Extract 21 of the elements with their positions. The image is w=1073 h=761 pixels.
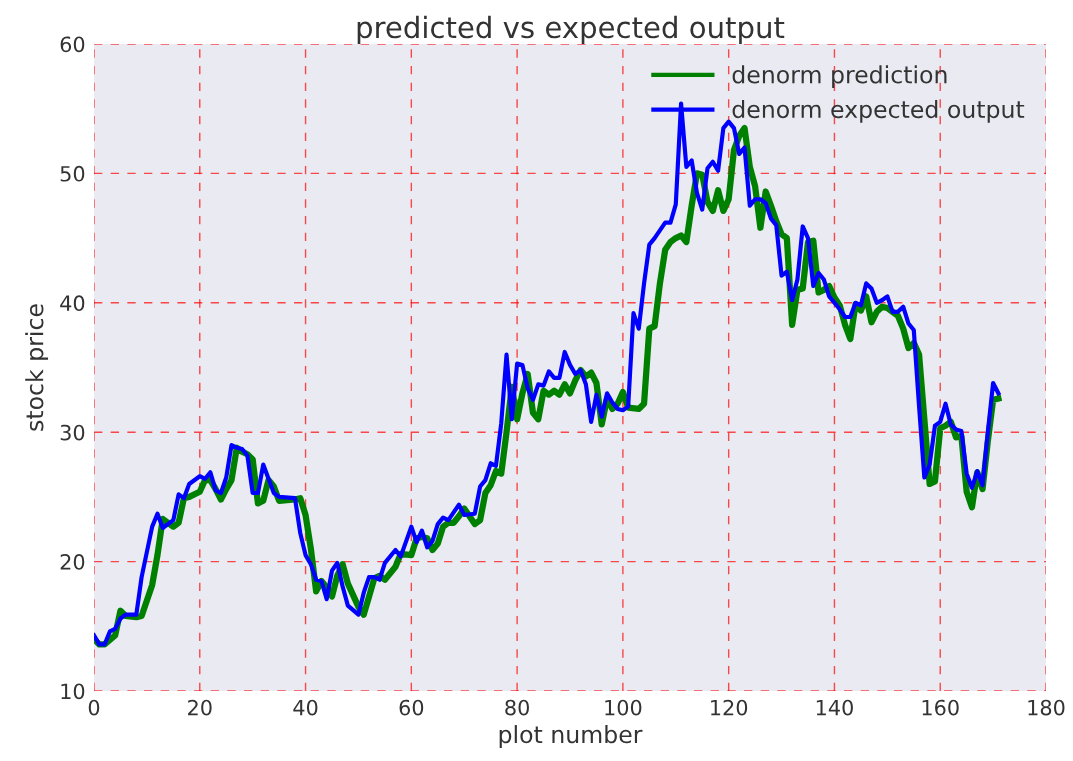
legend-label: denorm expected output — [732, 99, 1025, 123]
y-tick-label: 20 — [60, 554, 85, 570]
y-tick-label: 60 — [60, 36, 85, 53]
y-tick-label: 30 — [60, 424, 85, 441]
chart-title: predicted vs expected output — [357, 15, 785, 44]
x-tick-label: 60 — [399, 699, 424, 716]
x-tick-label: 80 — [505, 699, 529, 716]
x-tick-label: 40 — [293, 699, 318, 716]
x-axis-title: plot number — [499, 725, 643, 748]
x-tick-label: 0 — [88, 699, 100, 716]
x-tick-label: 160 — [922, 699, 959, 716]
y-tick-label: 40 — [60, 295, 85, 312]
y-tick-label: 50 — [60, 165, 85, 182]
legend-label: denorm prediction — [732, 65, 947, 89]
y-axis-title: stock price — [25, 304, 49, 431]
x-tick-label: 20 — [188, 699, 212, 716]
x-tick-label: 140 — [816, 699, 853, 716]
y-tick-label: 10 — [61, 683, 85, 700]
x-tick-label: 180 — [1028, 699, 1065, 716]
x-tick-label: 100 — [605, 699, 642, 716]
x-tick-label: 120 — [711, 699, 748, 716]
